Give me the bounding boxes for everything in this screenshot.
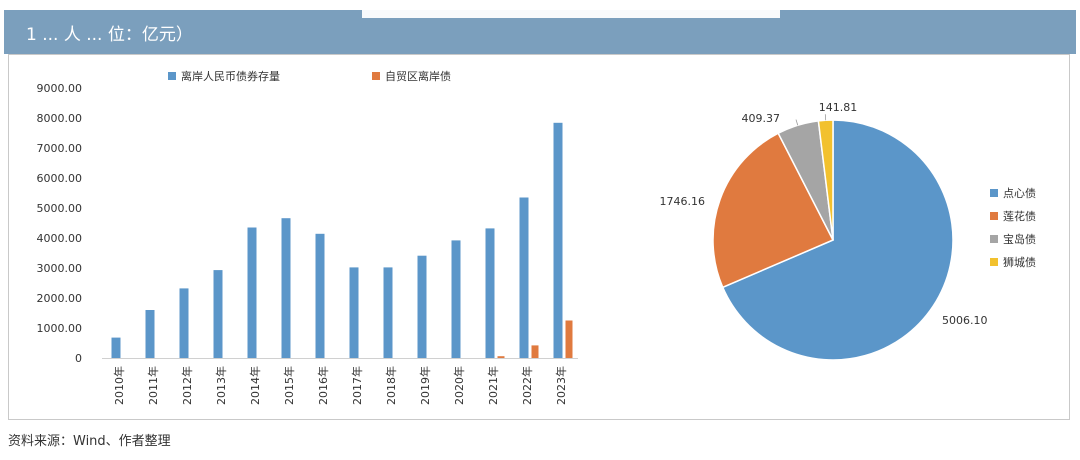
- title-bar: 1 ... 人 ... 位：亿元）: [4, 6, 1076, 54]
- x-tick-label: 2021年: [486, 366, 500, 405]
- chart-title: 1 ... 人 ... 位：亿元）: [26, 25, 193, 45]
- bar-offshore-rmb-bonds: [349, 267, 359, 358]
- y-tick-label: 1000.00: [37, 322, 83, 335]
- legend-label: 莲花债: [1003, 209, 1036, 223]
- bar-offshore-rmb-bonds: [519, 197, 529, 358]
- bar-offshore-rmb-bonds: [145, 310, 155, 358]
- bar-offshore-rmb-bonds: [553, 122, 563, 358]
- x-tick-label: 2011年: [146, 366, 160, 405]
- pie-data-label: 409.37: [742, 112, 781, 125]
- x-tick-label: 2018年: [384, 366, 398, 405]
- bar-ftz-offshore-bonds: [531, 345, 539, 358]
- x-tick-label: 2015年: [282, 366, 296, 405]
- legend-swatch: [990, 258, 998, 266]
- bar-offshore-rmb-bonds: [213, 270, 223, 358]
- bar-ftz-offshore-bonds: [565, 320, 573, 358]
- pie-data-label: 1746.16: [660, 195, 706, 208]
- x-tick-label: 2012年: [180, 366, 194, 405]
- title-highlight: [362, 6, 780, 18]
- bar-offshore-rmb-bonds: [451, 240, 461, 358]
- legend-swatch: [990, 235, 998, 243]
- pie-leader-line: [795, 119, 799, 126]
- x-tick-label: 2013年: [214, 366, 228, 405]
- y-tick-label: 6000.00: [37, 172, 83, 185]
- pie-data-label: 5006.10: [942, 314, 988, 327]
- x-tick-label: 2023年: [554, 366, 568, 405]
- y-tick-label: 5000.00: [37, 202, 83, 215]
- legend-swatch: [990, 189, 998, 197]
- x-tick-label: 2020年: [452, 366, 466, 405]
- pie-slice: [817, 119, 834, 241]
- legend-swatch: [168, 72, 176, 80]
- bar-offshore-rmb-bonds: [247, 227, 257, 358]
- x-tick-label: 2019年: [418, 366, 432, 405]
- pie-slice: [721, 119, 954, 361]
- legend-label: 狮城债: [1003, 255, 1036, 269]
- legend-label: 离岸人民币债券存量: [181, 69, 280, 83]
- y-tick-label: 0: [75, 352, 82, 365]
- legend-label: 自贸区离岸债: [385, 69, 451, 83]
- legend-label: 宝岛债: [1003, 232, 1036, 246]
- x-tick-label: 2022年: [520, 366, 534, 405]
- y-tick-label: 7000.00: [37, 142, 83, 155]
- x-tick-label: 2016年: [316, 366, 330, 405]
- bar-offshore-rmb-bonds: [417, 255, 427, 358]
- bar-offshore-rmb-bonds: [315, 233, 325, 358]
- pie-slice: [712, 132, 835, 289]
- y-tick-label: 4000.00: [37, 232, 83, 245]
- pie-data-label: 141.81: [819, 101, 858, 114]
- y-tick-label: 9000.00: [37, 82, 83, 95]
- source-note: 资料来源：Wind、作者整理: [8, 434, 171, 449]
- bar-offshore-rmb-bonds: [281, 218, 291, 358]
- y-tick-label: 2000.00: [37, 292, 83, 305]
- bar-offshore-rmb-bonds: [111, 337, 121, 358]
- x-tick-label: 2010年: [112, 366, 126, 405]
- y-tick-label: 8000.00: [37, 112, 83, 125]
- y-tick-label: 3000.00: [37, 262, 83, 275]
- bar-offshore-rmb-bonds: [485, 228, 495, 358]
- legend-swatch: [990, 212, 998, 220]
- x-tick-label: 2017年: [350, 366, 364, 405]
- x-tick-label: 2014年: [248, 366, 262, 405]
- legend-swatch: [372, 72, 380, 80]
- bar-offshore-rmb-bonds: [383, 267, 393, 358]
- bar-ftz-offshore-bonds: [497, 356, 505, 358]
- legend-label: 点心债: [1003, 186, 1036, 200]
- bar-offshore-rmb-bonds: [179, 288, 189, 358]
